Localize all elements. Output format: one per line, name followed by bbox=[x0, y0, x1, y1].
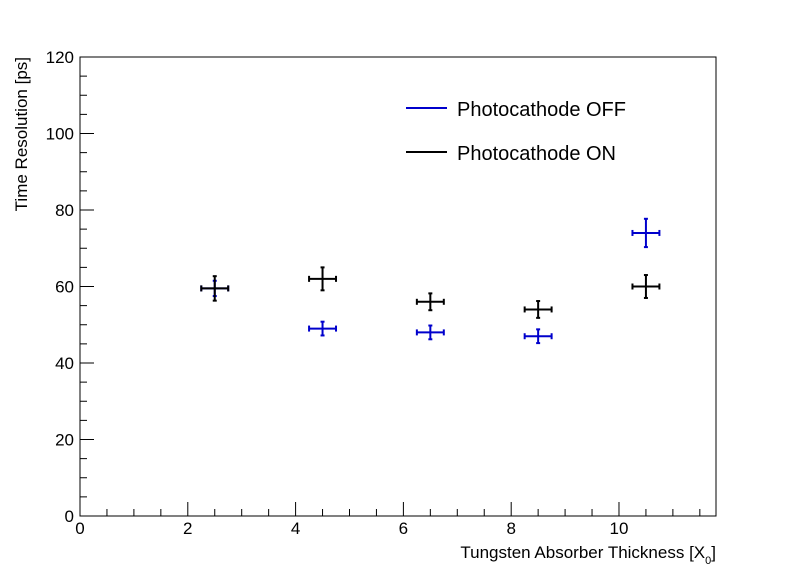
x-tick-label: 4 bbox=[291, 519, 300, 538]
axes: 0 20 40 60 80 100 120 0 2 4 6 8 10 bbox=[46, 48, 717, 538]
data-point bbox=[523, 300, 553, 319]
legend-label: Photocathode ON bbox=[457, 143, 616, 165]
data-point bbox=[308, 320, 338, 337]
x-tick-label: 6 bbox=[399, 519, 408, 538]
series-layer bbox=[200, 217, 661, 345]
y-tick-label: 0 bbox=[65, 507, 74, 526]
series-photocathode-off bbox=[200, 217, 661, 345]
x-tick-label: 2 bbox=[183, 519, 192, 538]
legend-item: Photocathode OFF bbox=[406, 99, 626, 121]
y-tick-label: 20 bbox=[55, 431, 74, 450]
legend: Photocathode OFF Photocathode ON bbox=[406, 99, 626, 165]
plot-frame bbox=[79, 56, 717, 517]
legend-label: Photocathode OFF bbox=[457, 99, 626, 121]
y-tick-label: 40 bbox=[55, 354, 74, 373]
y-tick-label: 60 bbox=[55, 278, 74, 297]
y-tick-label: 80 bbox=[55, 201, 74, 220]
data-point bbox=[200, 275, 230, 302]
data-point bbox=[631, 217, 661, 249]
x-axis-label: Tungsten Absorber Thickness [X0] bbox=[460, 543, 716, 567]
y-axis-label: Time Resolution [ps] bbox=[12, 57, 31, 211]
x-axis-label-sub: 0 bbox=[705, 555, 711, 567]
data-point bbox=[415, 292, 445, 312]
data-point bbox=[415, 324, 445, 341]
data-point bbox=[308, 266, 338, 292]
x-axis-label-main: Tungsten Absorber Thickness [X bbox=[460, 543, 705, 562]
x-axis-label-close: ] bbox=[711, 543, 716, 562]
x-tick-label: 8 bbox=[506, 519, 515, 538]
x-tick-label: 10 bbox=[610, 519, 629, 538]
data-point bbox=[631, 274, 661, 299]
legend-item: Photocathode ON bbox=[406, 143, 616, 165]
y-tick-label: 120 bbox=[46, 48, 74, 67]
y-tick-label: 100 bbox=[46, 125, 74, 144]
data-point bbox=[523, 328, 553, 345]
x-tick-label: 0 bbox=[75, 519, 84, 538]
series-photocathode-on bbox=[200, 266, 661, 319]
